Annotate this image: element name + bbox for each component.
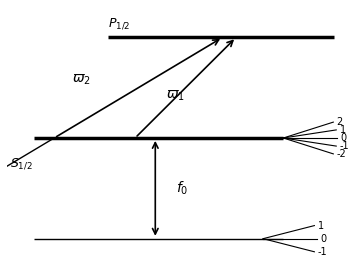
Text: 0: 0: [320, 234, 326, 244]
Text: -2: -2: [337, 149, 346, 159]
Text: $f_0$: $f_0$: [176, 180, 188, 197]
Text: 0: 0: [340, 133, 347, 143]
Text: $\varpi_1$: $\varpi_1$: [166, 88, 185, 103]
Text: -1: -1: [340, 141, 349, 151]
Text: -1: -1: [318, 247, 327, 257]
Text: $\varpi_2$: $\varpi_2$: [72, 73, 91, 87]
Text: 2: 2: [337, 117, 343, 127]
Text: 1: 1: [318, 221, 324, 230]
Text: 1: 1: [340, 125, 346, 135]
Text: $S_{1/2}$: $S_{1/2}$: [11, 156, 33, 171]
Text: $P_{1/2}$: $P_{1/2}$: [108, 16, 131, 31]
